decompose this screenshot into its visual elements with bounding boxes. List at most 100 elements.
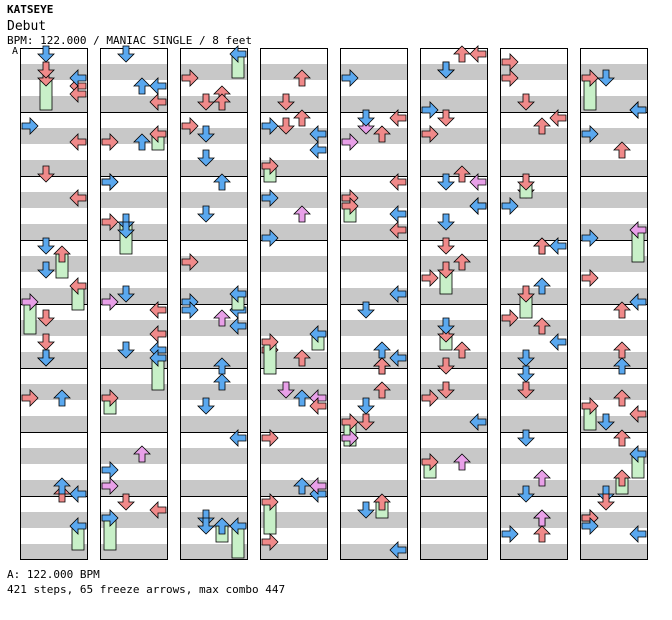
beat-stripe [20, 192, 88, 208]
beat-stripe [180, 480, 248, 496]
beat-stripe [340, 320, 408, 336]
beat-stripe [100, 288, 168, 304]
beat-stripe [500, 320, 568, 336]
beat-stripe [420, 512, 488, 528]
beat-stripe [500, 384, 568, 400]
beat-stripe [20, 128, 88, 144]
beat-stripe [260, 352, 328, 368]
step-arrow [629, 525, 647, 543]
beat-stripe [340, 128, 408, 144]
beat-stripe [340, 256, 408, 272]
beat-stripe [180, 544, 248, 560]
song-artist: KATSEYE [7, 3, 54, 16]
beat-stripe [420, 480, 488, 496]
beat-stripe [20, 288, 88, 304]
step-arrow [37, 333, 55, 351]
beat-stripe [340, 160, 408, 176]
beat-stripe [500, 544, 568, 560]
beat-stripe [180, 320, 248, 336]
step-arrow [197, 397, 215, 415]
beat-stripe [340, 288, 408, 304]
beat-stripe [580, 320, 648, 336]
beat-stripe [100, 64, 168, 80]
chart-column [100, 45, 168, 560]
beat-stripe [100, 544, 168, 560]
step-arrow [613, 141, 631, 159]
beat-stripe [180, 352, 248, 368]
beat-stripe [340, 512, 408, 528]
beat-stripe [20, 256, 88, 272]
beat-stripe [580, 288, 648, 304]
beat-stripe [20, 512, 88, 528]
beat-stripe [500, 160, 568, 176]
beat-stripe [340, 96, 408, 112]
beat-stripe [420, 416, 488, 432]
beat-stripe [100, 416, 168, 432]
beat-stripe [180, 64, 248, 80]
step-chart [20, 45, 648, 560]
beat-stripe [500, 192, 568, 208]
beat-stripe [100, 480, 168, 496]
beat-stripe [580, 448, 648, 464]
bpm-note: A: 122.000 BPM [7, 568, 100, 581]
beat-stripe [100, 160, 168, 176]
beat-stripe [260, 192, 328, 208]
beat-stripe [20, 320, 88, 336]
beat-stripe [180, 96, 248, 112]
beat-stripe [340, 480, 408, 496]
beat-stripe [20, 224, 88, 240]
beat-stripe [580, 64, 648, 80]
beat-stripe [340, 64, 408, 80]
beat-stripe [100, 384, 168, 400]
beat-stripe [100, 512, 168, 528]
beat-stripe [260, 288, 328, 304]
beat-stripe [100, 96, 168, 112]
beat-stripe [260, 512, 328, 528]
beat-stripe [20, 352, 88, 368]
beat-stripe [260, 160, 328, 176]
beat-stripe [580, 384, 648, 400]
beat-stripe [20, 384, 88, 400]
chart-stats: 421 steps, 65 freeze arrows, max combo 4… [7, 583, 286, 596]
chart-column [340, 48, 408, 560]
beat-stripe [500, 224, 568, 240]
beat-stripe [420, 192, 488, 208]
step-arrow [389, 205, 407, 223]
beat-stripe [20, 96, 88, 112]
beat-stripe [180, 192, 248, 208]
beat-stripe [260, 256, 328, 272]
beat-stripe [100, 352, 168, 368]
chart-column [260, 48, 328, 560]
step-arrow [533, 525, 551, 543]
step-arrow [101, 461, 119, 479]
beat-stripe [580, 256, 648, 272]
beat-stripe [500, 480, 568, 496]
beat-stripe [580, 224, 648, 240]
beat-stripe [340, 448, 408, 464]
beat-stripe [420, 320, 488, 336]
beat-stripe [580, 512, 648, 528]
beat-stripe [420, 160, 488, 176]
step-arrow [357, 397, 375, 415]
chart-column [420, 45, 488, 560]
beat-stripe [580, 544, 648, 560]
beat-stripe [260, 64, 328, 80]
beat-stripe [100, 256, 168, 272]
chart-meta: BPM: 122.000 / MANIAC SINGLE / 8 feet [7, 34, 253, 47]
beat-stripe [260, 96, 328, 112]
beat-stripe [500, 352, 568, 368]
beat-stripe [180, 448, 248, 464]
beat-stripe [580, 352, 648, 368]
beat-stripe [500, 128, 568, 144]
beat-stripe [180, 512, 248, 528]
beat-stripe [260, 128, 328, 144]
beat-stripe [180, 416, 248, 432]
beat-stripe [420, 128, 488, 144]
beat-stripe [420, 544, 488, 560]
beat-stripe [500, 256, 568, 272]
beat-stripe [260, 224, 328, 240]
beat-stripe [340, 224, 408, 240]
beat-stripe [580, 96, 648, 112]
beat-stripe [580, 416, 648, 432]
beat-stripe [580, 128, 648, 144]
